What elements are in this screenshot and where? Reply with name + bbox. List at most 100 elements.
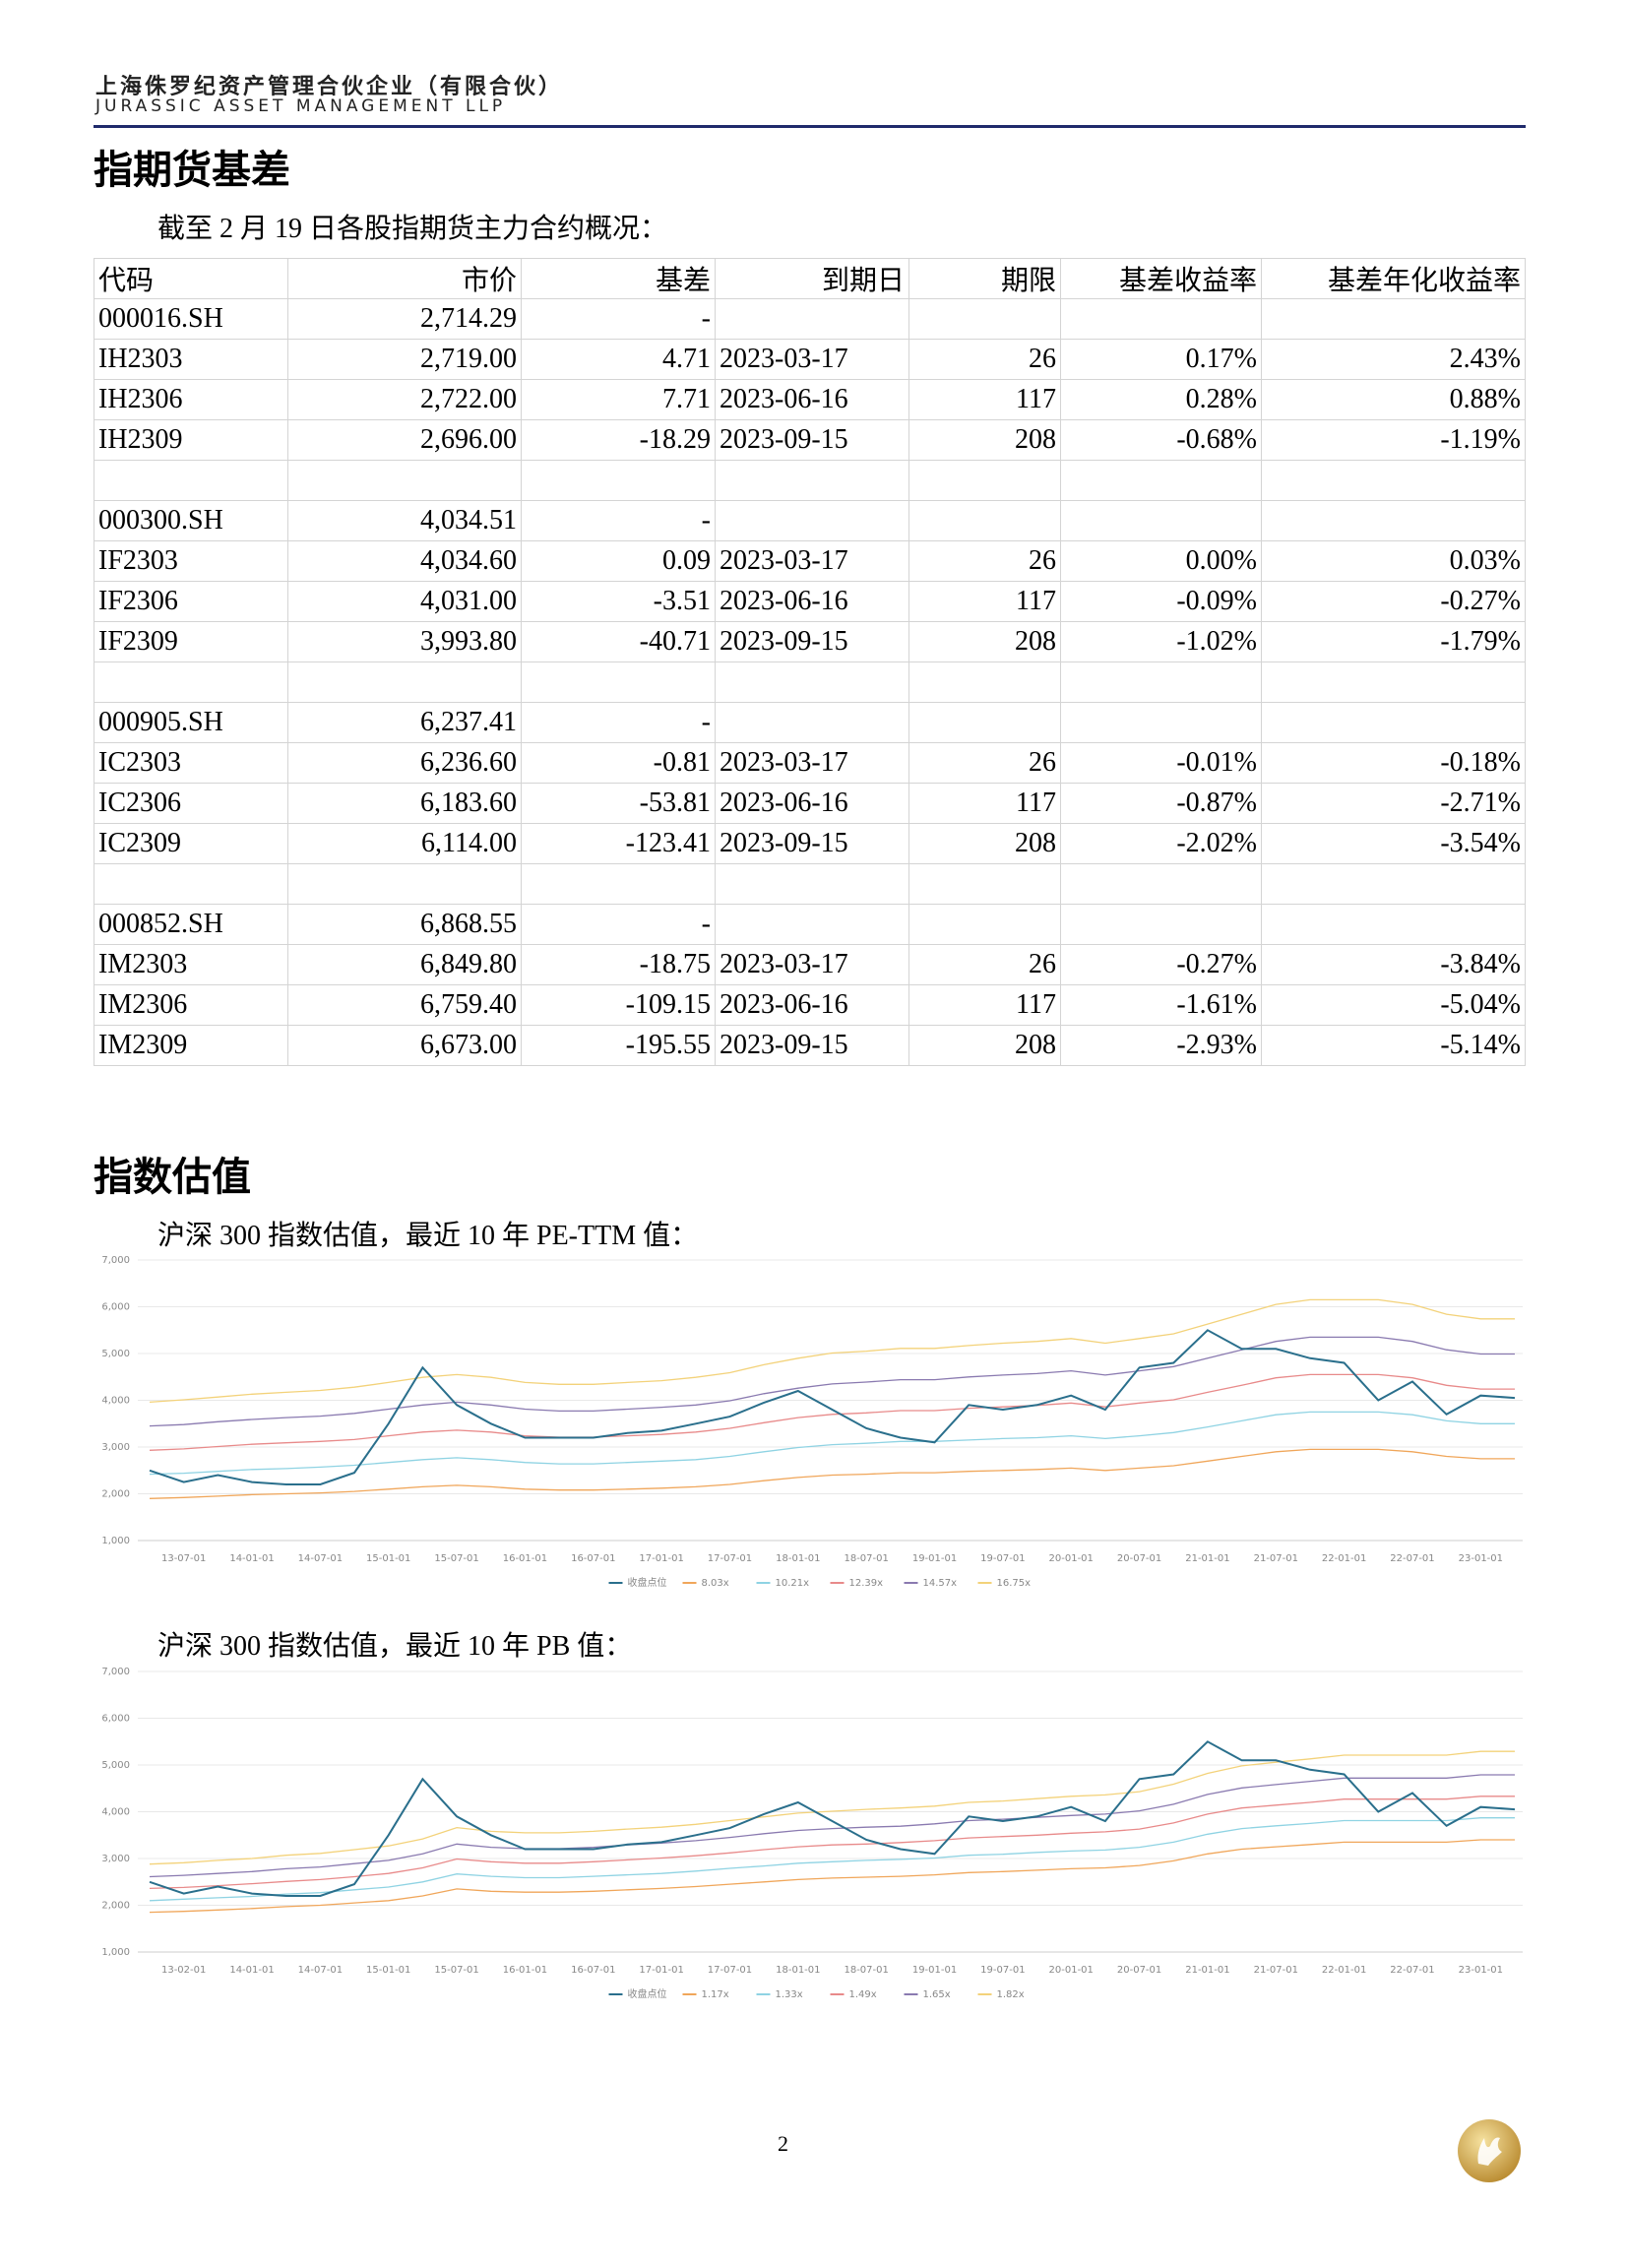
x-tick-label: 16-07-01 <box>571 1553 615 1564</box>
table-cell: IM2309 <box>94 1025 288 1066</box>
empty-cell <box>1261 460 1526 501</box>
table-cell: -2.02% <box>1060 823 1262 864</box>
x-tick-label: 17-01-01 <box>639 1965 683 1976</box>
table-cell: 26 <box>908 339 1061 380</box>
table-cell: 2023-09-15 <box>715 1025 909 1066</box>
x-tick-label: 21-01-01 <box>1185 1965 1229 1976</box>
futures-table: 代码 市价 基差 到期日 期限 基差收益率 基差年化收益率 000016.SH 2,714.29… <box>94 258 1526 1066</box>
empty-cell <box>908 904 1061 945</box>
table-cell: 208 <box>908 419 1061 461</box>
table-cell: 6,236.60 <box>287 742 522 784</box>
empty-cell <box>94 460 288 501</box>
legend-label: 8.03x <box>702 1578 729 1589</box>
empty-cell <box>94 662 288 703</box>
legend-label: 收盘点位 <box>628 1576 667 1589</box>
table-row: IF2303 4,034.60 0.09 2023-03-17 26 0.00% 0.03% <box>94 540 1526 582</box>
x-tick-label: 14-01-01 <box>229 1965 274 1976</box>
empty-cell <box>1261 702 1526 743</box>
table-cell: -40.71 <box>521 621 716 662</box>
table-cell: 4.71 <box>521 339 716 380</box>
table-cell: -1.02% <box>1060 621 1262 662</box>
empty-cell <box>1261 500 1526 541</box>
empty-cell <box>521 863 716 905</box>
table-cell: 117 <box>908 783 1061 824</box>
table-cell: 基差收益率 <box>1060 258 1262 299</box>
table-cell: 4,034.60 <box>287 540 522 582</box>
table-cell: 基差年化收益率 <box>1261 258 1526 299</box>
empty-cell <box>715 863 909 905</box>
y-tick-label: 1,000 <box>101 1536 130 1546</box>
table-cell: - <box>521 904 716 945</box>
legend-label: 14.57x <box>923 1578 958 1589</box>
table-cell: IM2306 <box>94 984 288 1026</box>
x-tick-label: 22-01-01 <box>1322 1553 1366 1564</box>
table-cell: -2.71% <box>1261 783 1526 824</box>
table-cell: - <box>521 298 716 340</box>
y-tick-label: 4,000 <box>101 1396 130 1407</box>
table-row: IH2303 2,719.00 4.71 2023-03-17 26 0.17% 2.43% <box>94 339 1526 380</box>
series-line <box>149 1329 1516 1485</box>
empty-cell <box>908 298 1061 340</box>
y-tick-label: 3,000 <box>101 1854 130 1864</box>
table-cell: 0.88% <box>1261 379 1526 420</box>
table-cell: IF2306 <box>94 581 288 622</box>
section-title: 指数估值 <box>94 1155 251 1200</box>
x-tick-label: 17-01-01 <box>639 1553 683 1564</box>
table-cell: 期限 <box>908 258 1061 299</box>
empty-cell <box>1060 662 1262 703</box>
series-line <box>149 1839 1515 1914</box>
table-row: 代码 市价 基差 到期日 期限 基差收益率 基差年化收益率 <box>94 258 1526 299</box>
x-tick-label: 22-07-01 <box>1390 1553 1434 1564</box>
empty-cell <box>287 460 522 501</box>
empty-cell <box>1060 500 1262 541</box>
table-cell: 26 <box>908 540 1061 582</box>
table-cell: -0.09% <box>1060 581 1262 622</box>
table-cell: 6,849.80 <box>287 944 522 985</box>
pe-chart: 1,000 2,000 3,000 4,000 5,000 6,000 7,000 13-07… <box>101 1255 1523 1589</box>
empty-cell <box>287 662 522 703</box>
table-cell: 2023-06-16 <box>715 379 909 420</box>
table-cell: 6,183.60 <box>287 783 522 824</box>
empty-cell <box>908 863 1061 905</box>
x-tick-label: 21-07-01 <box>1254 1965 1298 1976</box>
intro-text: 沪深 300 指数估值，最近 10 年 PE-TTM 值： <box>157 1221 699 1251</box>
x-tick-label: 19-01-01 <box>912 1965 957 1976</box>
y-tick-label: 6,000 <box>101 1302 130 1313</box>
series-line <box>149 1448 1515 1499</box>
table-row: IF2309 3,993.80 -40.71 2023-09-15 208 -1.02% -… <box>94 621 1526 662</box>
table-cell: 6,759.40 <box>287 984 522 1026</box>
series-line <box>149 1411 1515 1476</box>
y-tick-label: 6,000 <box>101 1714 130 1725</box>
table-cell: -53.81 <box>521 783 716 824</box>
x-tick-label: 16-01-01 <box>503 1965 547 1976</box>
x-tick-label: 21-07-01 <box>1254 1553 1298 1564</box>
intro-text: 截至 2 月 19 日各股指期货主力合约概况： <box>157 214 668 244</box>
table-cell: 2023-03-17 <box>715 540 909 582</box>
legend-label: 1.82x <box>997 1989 1025 2000</box>
table-row: IC2306 6,183.60 -53.81 2023-06-16 117 -0.87% -… <box>94 783 1526 824</box>
x-tick-label: 19-07-01 <box>980 1965 1025 1976</box>
table-cell: 208 <box>908 823 1061 864</box>
table-cell: 0.00% <box>1060 540 1262 582</box>
legend-label: 16.75x <box>997 1578 1032 1589</box>
table-cell: 000016.SH <box>94 298 288 340</box>
table-cell: 代码 <box>94 258 288 299</box>
empty-cell <box>715 460 909 501</box>
table-cell: 26 <box>908 742 1061 784</box>
table-cell: -18.75 <box>521 944 716 985</box>
table-cell: -5.14% <box>1261 1025 1526 1066</box>
series-line <box>149 1740 1516 1897</box>
table-row <box>94 863 1526 905</box>
table-cell: 208 <box>908 621 1061 662</box>
table-cell: IM2303 <box>94 944 288 985</box>
table-cell: 0.28% <box>1060 379 1262 420</box>
table-cell: 2023-09-15 <box>715 419 909 461</box>
series-line <box>149 1373 1515 1451</box>
table-cell: -3.54% <box>1261 823 1526 864</box>
series-line <box>149 1298 1515 1404</box>
table-cell: IH2309 <box>94 419 288 461</box>
table-row: 000300.SH 4,034.51- <box>94 500 1526 541</box>
empty-cell <box>1261 298 1526 340</box>
empty-cell <box>908 702 1061 743</box>
table-cell: -18.29 <box>521 419 716 461</box>
